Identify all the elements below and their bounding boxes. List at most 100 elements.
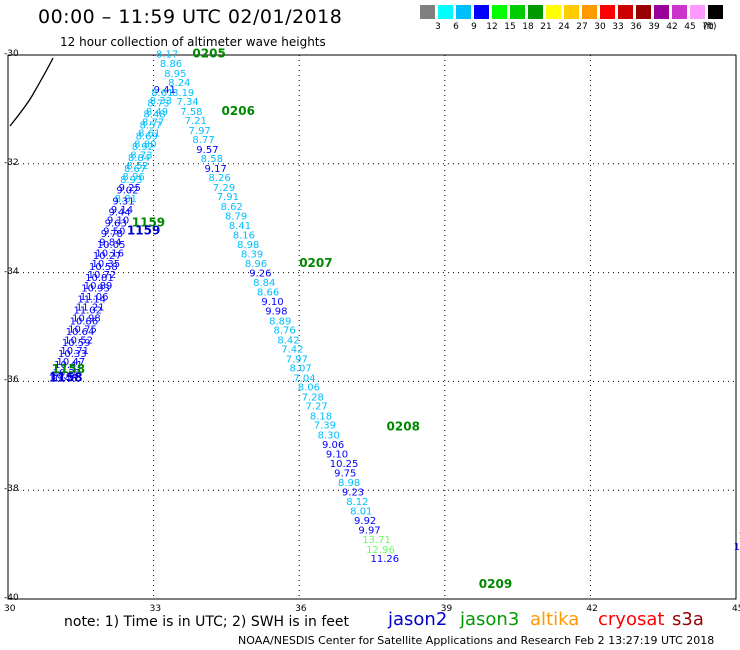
swh-value-label: 8.39 bbox=[241, 249, 263, 260]
swh-value-label: 10 bbox=[734, 542, 740, 553]
swh-value-label: 8.67 bbox=[124, 164, 146, 175]
footer-credit: NOAA/NESDIS Center for Satellite Applica… bbox=[238, 634, 715, 647]
swh-value-label: 7.97 bbox=[286, 354, 308, 365]
swh-value-label: 10.89 bbox=[84, 281, 113, 292]
swh-value-label: 10.81 bbox=[85, 273, 114, 284]
colorbar-label: 39 bbox=[648, 22, 660, 32]
swh-value-label: 8.07 bbox=[289, 364, 311, 375]
footer-note: note: 1) Time is in UTC; 2) SWH is in fe… bbox=[64, 614, 350, 630]
swh-value-label: 10.72 bbox=[88, 270, 117, 281]
swh-value-label: 7.29 bbox=[213, 183, 235, 194]
swh-value-label: 8.89 bbox=[269, 316, 291, 327]
colorbar-label: 18 bbox=[522, 22, 534, 32]
longitude-tick-label: 39 bbox=[440, 604, 453, 614]
swh-value-label: 8.58 bbox=[201, 154, 223, 165]
swh-value-label: 9.25 bbox=[119, 183, 141, 194]
longitude-tick-label: 45 bbox=[732, 604, 740, 614]
colorbar-label: 33 bbox=[612, 22, 624, 32]
colorbar-label: 15 bbox=[504, 22, 516, 32]
swh-value-label: 8.62 bbox=[221, 202, 243, 213]
latitude-tick-label: -32 bbox=[4, 157, 19, 168]
swh-value-label: 7.42 bbox=[281, 345, 303, 356]
swh-value-label: 8.98 bbox=[338, 478, 360, 489]
swh-value-label: 10.16 bbox=[95, 248, 124, 259]
swh-value-label: 10.59 bbox=[62, 338, 91, 349]
longitude-tick-label: 36 bbox=[295, 604, 307, 614]
swh-value-label: 9.06 bbox=[322, 440, 344, 451]
colorbar-label: 36 bbox=[630, 22, 642, 32]
swh-value-label: 8.17 bbox=[156, 50, 178, 61]
swh-value-label: 9.78 bbox=[101, 229, 123, 240]
swh-value-label: 8.96 bbox=[123, 172, 145, 183]
swh-value-label: 10.22 bbox=[53, 368, 82, 379]
swh-value-label: 7.27 bbox=[306, 402, 328, 413]
longitude-tick-label: 30 bbox=[4, 604, 16, 614]
swh-value-label: 8.77 bbox=[192, 135, 214, 146]
pass-time-label: 1159 bbox=[127, 224, 160, 238]
pass-time-label: 1159 bbox=[132, 215, 165, 229]
pass-time-label: 1158 bbox=[49, 370, 82, 384]
swh-value-label: 9.14 bbox=[111, 205, 133, 216]
swh-value-label: 8.26 bbox=[208, 173, 230, 184]
swh-value-label: 10.33 bbox=[58, 349, 87, 360]
swh-value-label: 8.12 bbox=[346, 497, 368, 508]
pass-time-label: 0209 bbox=[479, 577, 512, 591]
latitude-tick-label: -36 bbox=[4, 375, 19, 386]
swh-value-label: 8.84 bbox=[128, 153, 150, 164]
colorbar-swatch bbox=[690, 5, 706, 19]
swh-value-label: 8.96 bbox=[245, 259, 267, 270]
coastline bbox=[9, 57, 54, 127]
pass-time-label: 0206 bbox=[222, 104, 255, 118]
swh-value-label: 8.80 bbox=[134, 139, 156, 150]
swh-value-label: 12.96 bbox=[366, 545, 395, 556]
swh-value-label: 9.92 bbox=[354, 516, 376, 527]
swh-value-label: 8.61 bbox=[138, 129, 160, 140]
swh-value-label: 7.04 bbox=[293, 373, 315, 384]
colorbar-label: 30 bbox=[594, 22, 606, 32]
colorbar-label: 21 bbox=[540, 22, 552, 32]
colorbar-label: 70 bbox=[702, 22, 714, 32]
swh-value-label: 8.66 bbox=[257, 287, 279, 298]
swh-value-label: 9.02 bbox=[116, 186, 138, 197]
swh-value-label: 7.34 bbox=[176, 97, 198, 108]
pass-time-label: 0205 bbox=[192, 47, 225, 61]
swh-value-label: 10.46 bbox=[50, 371, 79, 382]
swh-value-label: 8.52 bbox=[126, 161, 148, 172]
colorbar-swatch bbox=[654, 5, 670, 19]
swh-value-label: 8.73 bbox=[147, 99, 169, 110]
longitude-tick-label: 42 bbox=[586, 604, 598, 614]
legend-item-cryosat: cryosat bbox=[598, 609, 665, 630]
swh-value-label: 11.26 bbox=[371, 554, 400, 565]
swh-value-label: 8.19 bbox=[172, 88, 194, 99]
legend-item-s3a: s3a bbox=[672, 609, 704, 630]
swh-value-label: 8.92 bbox=[132, 142, 154, 153]
colorbar-swatch bbox=[456, 5, 472, 19]
swh-value-label: 8.01 bbox=[350, 507, 372, 518]
swh-value-label: 8.84 bbox=[253, 278, 275, 289]
colorbar-swatch bbox=[636, 5, 652, 19]
swh-value-label: 10.64 bbox=[66, 327, 95, 338]
colorbar-swatch bbox=[708, 5, 724, 19]
colorbar-swatch bbox=[492, 5, 508, 19]
swh-value-label: 13.71 bbox=[362, 535, 391, 546]
map-frame bbox=[7, 54, 737, 600]
swh-value-label: 10.75 bbox=[68, 324, 97, 335]
colorbar-label: 24 bbox=[558, 22, 570, 32]
swh-value-label: 7.28 bbox=[302, 392, 324, 403]
colorbar-swatch bbox=[474, 5, 490, 19]
legend-item-jason3: jason3 bbox=[460, 609, 520, 630]
swh-value-label: 9.26 bbox=[249, 268, 271, 279]
swh-value-label: 9.10 bbox=[107, 216, 129, 227]
swh-value-label: 10.86 bbox=[70, 316, 99, 327]
swh-value-label: 10.25 bbox=[330, 459, 359, 470]
swh-value-label: 10.27 bbox=[93, 251, 122, 262]
swh-value-label: 8.18 bbox=[310, 411, 332, 422]
swh-value-label: 9.41 bbox=[154, 85, 176, 96]
legend-item-altika: altika bbox=[530, 609, 580, 630]
colorbar-swatch bbox=[546, 5, 562, 19]
swh-value-label: 10.41 bbox=[54, 360, 83, 371]
colorbar-label: 42 bbox=[666, 22, 678, 32]
swh-value-label: 8.73 bbox=[130, 150, 152, 161]
swh-value-label: 9.31 bbox=[112, 197, 134, 208]
